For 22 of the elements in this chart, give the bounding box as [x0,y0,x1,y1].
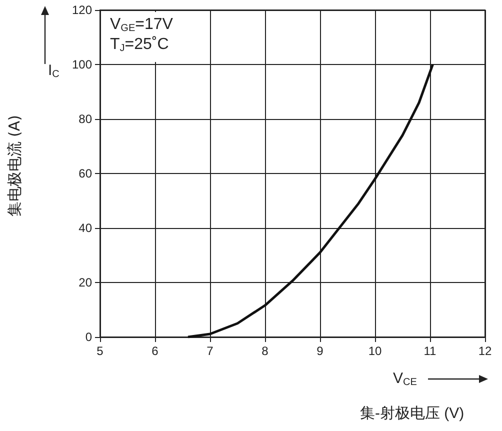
x-tick-label: 6 [152,344,159,358]
y-tick-label: 40 [78,221,92,235]
y-tick-label: 20 [78,276,92,290]
x-tick-label: 9 [316,344,324,358]
x-tick-label: 12 [478,344,492,358]
line-series [186,63,434,338]
x-tick-label: 11 [424,344,437,358]
annotation: T$_{J}$=25˚C [110,36,169,54]
y-tick-label: 120 [72,3,92,17]
x-axis-title: 集-射极电压 (V) [360,404,464,423]
x-tick-label: 8 [262,344,269,358]
y-tick-label: 0 [85,330,92,344]
text: I$_{C}$ [48,62,60,80]
annotation: V$_{GE}$=17V [110,16,173,34]
text: V$_{CE}$ [393,370,417,388]
y-tick-label: 60 [78,166,92,180]
x-tick-label: 10 [368,344,382,358]
x-tick-label: 5 [96,344,104,358]
x-tick-label: 7 [206,344,214,358]
y-axis-title: 集电极电流 (A) [6,115,24,217]
y-tick-label: 100 [72,58,92,72]
y-tick-label: 80 [78,112,92,126]
